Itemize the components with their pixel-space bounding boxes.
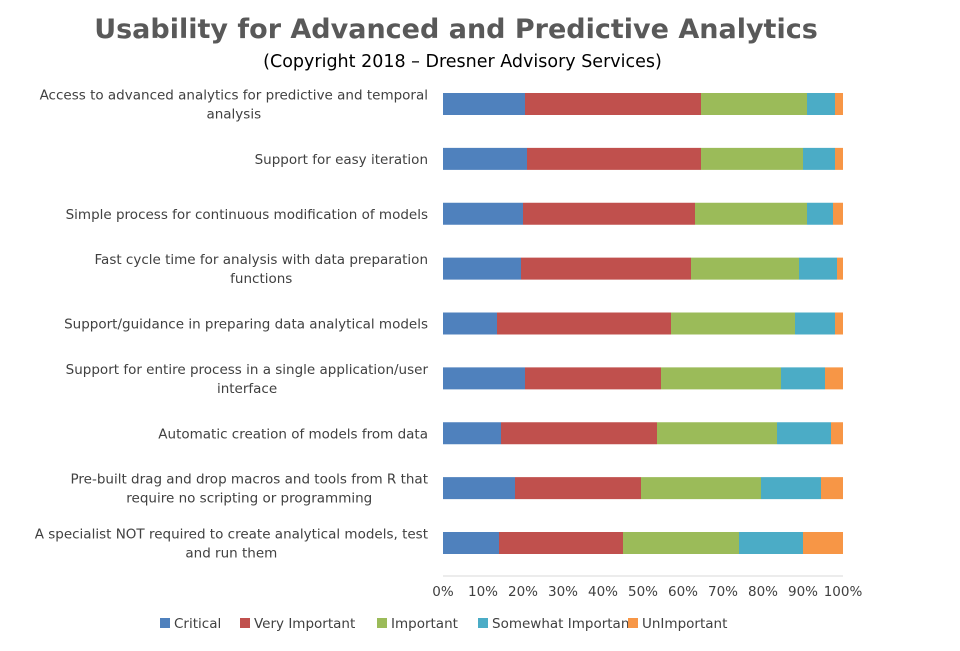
bar-somewhat-important <box>807 93 835 115</box>
bar-critical <box>443 367 525 390</box>
bar-important <box>641 477 761 500</box>
bar-important <box>701 93 807 115</box>
bar-somewhat-important <box>795 312 835 335</box>
x-tick-label: 70% <box>708 584 738 600</box>
bar-very-important <box>521 257 691 280</box>
category-label: interface <box>217 381 277 397</box>
bar-important <box>695 202 807 225</box>
bar-very-important <box>501 422 657 445</box>
category-label: Automatic creation of models from data <box>158 426 428 442</box>
bar-critical <box>443 532 499 554</box>
bar-unimportant <box>803 532 843 554</box>
bar-unimportant <box>835 147 843 170</box>
category-label: Pre-built drag and drop macros and tools… <box>71 472 429 488</box>
x-tick-label: 80% <box>748 584 778 600</box>
x-tick-label: 60% <box>668 584 698 600</box>
bar-important <box>691 257 799 280</box>
x-tick-label: 50% <box>628 584 658 600</box>
bar-critical <box>443 477 515 500</box>
category-label: require no scripting or programming <box>126 491 372 507</box>
x-tick-label: 100% <box>824 584 863 600</box>
legend-swatch <box>478 618 488 628</box>
legend-swatch <box>240 618 250 628</box>
bar-critical <box>443 422 501 445</box>
legend-swatch <box>628 618 638 628</box>
bar-unimportant <box>837 257 843 280</box>
bar-somewhat-important <box>781 367 825 390</box>
x-tick-label: 0% <box>432 584 454 600</box>
bar-somewhat-important <box>761 477 821 500</box>
x-tick-label: 20% <box>508 584 538 600</box>
category-label: Support/guidance in preparing data analy… <box>64 317 428 333</box>
x-tick-label: 10% <box>468 584 498 600</box>
legend-label: UnImportant <box>642 616 727 632</box>
legend-label: Very Important <box>254 616 355 632</box>
bar-important <box>661 367 781 390</box>
bar-important <box>623 532 739 554</box>
bar-somewhat-important <box>739 532 803 554</box>
bar-very-important <box>497 312 671 335</box>
category-label: Simple process for continuous modificati… <box>66 207 428 223</box>
category-label: Fast cycle time for analysis with data p… <box>95 252 428 268</box>
bar-critical <box>443 312 497 335</box>
category-label: Support for entire process in a single a… <box>66 362 429 378</box>
bar-somewhat-important <box>803 147 835 170</box>
bar-very-important <box>499 532 623 554</box>
bar-critical <box>443 93 525 115</box>
bar-very-important <box>525 93 701 115</box>
x-tick-label: 40% <box>588 584 618 600</box>
bar-unimportant <box>833 202 843 225</box>
bar-somewhat-important <box>777 422 831 445</box>
bar-important <box>657 422 777 445</box>
bar-very-important <box>523 202 695 225</box>
bar-critical <box>443 147 527 170</box>
bar-somewhat-important <box>799 257 837 280</box>
chart-title: Usability for Advanced and Predictive An… <box>94 14 818 45</box>
category-label: A specialist NOT required to create anal… <box>35 527 428 543</box>
bar-critical <box>443 257 521 280</box>
bar-important <box>671 312 795 335</box>
legend-label: Critical <box>174 616 221 632</box>
x-tick-label: 90% <box>788 584 818 600</box>
bar-unimportant <box>831 422 843 445</box>
category-label: Support for easy iteration <box>255 152 428 168</box>
bar-very-important <box>527 147 701 170</box>
category-label: and run them <box>185 546 277 562</box>
category-label: analysis <box>206 107 261 123</box>
bar-unimportant <box>835 312 843 335</box>
bar-somewhat-important <box>807 202 833 225</box>
category-label: functions <box>230 271 292 287</box>
bar-unimportant <box>835 93 843 115</box>
legend-label: Somewhat Important <box>492 616 635 632</box>
x-tick-label: 30% <box>548 584 578 600</box>
bar-very-important <box>525 367 661 390</box>
bar-important <box>701 147 803 170</box>
bar-unimportant <box>821 477 843 500</box>
legend-swatch <box>377 618 387 628</box>
bar-critical <box>443 202 523 225</box>
category-label: Access to advanced analytics for predict… <box>40 88 428 104</box>
legend-label: Important <box>391 616 458 632</box>
chart-subtitle: (Copyright 2018 – Dresner Advisory Servi… <box>263 52 662 72</box>
legend-swatch <box>160 618 170 628</box>
bar-unimportant <box>825 367 843 390</box>
bar-very-important <box>515 477 641 500</box>
